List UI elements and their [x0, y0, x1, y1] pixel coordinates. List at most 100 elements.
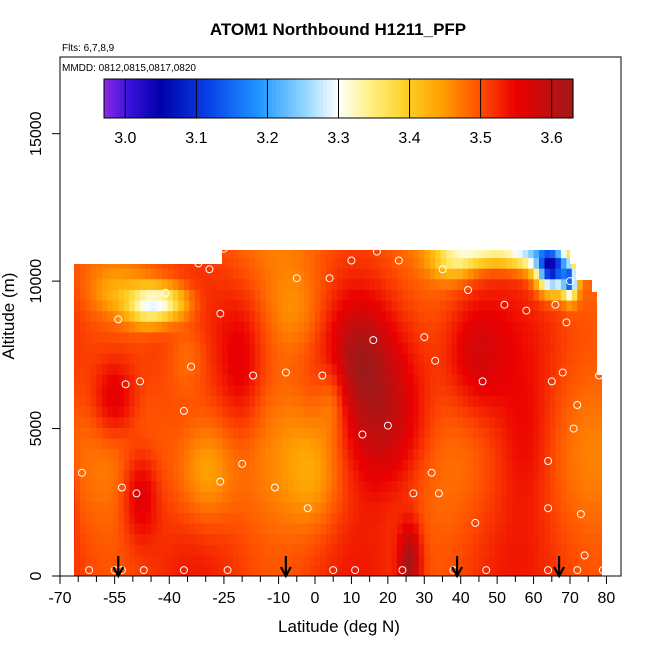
heatmap-cell	[457, 544, 464, 556]
heatmap-cell	[588, 469, 595, 481]
heatmap-cell	[118, 416, 125, 428]
heatmap-cell	[64, 491, 70, 502]
heatmap-cell	[227, 289, 234, 301]
heatmap-cell	[495, 268, 502, 280]
heatmap-cell	[528, 501, 535, 513]
colorbar-segment	[377, 79, 383, 118]
heatmap-cell	[375, 438, 382, 450]
heatmap-cell	[178, 544, 185, 556]
heatmap-cell	[364, 374, 371, 386]
heatmap-cell	[74, 321, 81, 333]
heatmap-cell	[74, 363, 76, 375]
heatmap-cell	[397, 395, 404, 407]
heatmap-cell	[588, 554, 595, 566]
heatmap-cell	[331, 342, 338, 354]
heatmap-cell	[156, 533, 163, 545]
heatmap-cell	[539, 533, 546, 545]
heatmap-cell	[462, 342, 469, 354]
heatmap-cell	[473, 438, 480, 450]
heatmap-cell	[271, 512, 278, 524]
heatmap-cell	[577, 406, 584, 418]
heatmap-cell	[555, 236, 561, 247]
heatmap-cell	[74, 501, 81, 513]
heatmap-cell	[605, 268, 611, 279]
heatmap-cell	[271, 257, 278, 269]
heatmap-cell	[309, 554, 316, 566]
heatmap-cell	[205, 427, 212, 439]
heatmap-cell	[391, 501, 398, 513]
heatmap-cell	[429, 300, 436, 312]
heatmap-cell	[336, 565, 343, 576]
sample-point	[117, 483, 126, 492]
heatmap-cell	[107, 363, 114, 375]
heatmap-cell	[407, 512, 414, 524]
heatmap-cell	[172, 331, 179, 343]
x-tick-label: -25	[212, 590, 235, 607]
heatmap-cell	[429, 374, 436, 386]
heatmap-cell	[74, 250, 76, 259]
heatmap-cell	[205, 250, 212, 259]
heatmap-cell	[85, 300, 92, 312]
heatmap-cell	[533, 395, 540, 407]
heatmap-cell	[244, 427, 251, 439]
sample-point	[394, 256, 403, 265]
heatmap-cell	[429, 459, 436, 471]
heatmap-cell	[276, 342, 283, 354]
heatmap-cell	[369, 363, 376, 375]
heatmap-cell	[358, 554, 365, 566]
heatmap-cell	[397, 438, 404, 450]
heatmap-cell	[397, 416, 404, 428]
heatmap-cell	[391, 469, 398, 481]
heatmap-cell	[123, 522, 130, 535]
heatmap-cell	[304, 289, 311, 301]
heatmap-cell	[276, 374, 283, 386]
sample-point	[409, 489, 418, 498]
heatmap-cell	[457, 268, 464, 280]
heatmap-cell	[489, 501, 496, 513]
heatmap-cell	[249, 331, 256, 343]
heatmap-cell	[254, 250, 261, 259]
heatmap-cell	[402, 257, 409, 269]
heatmap-cell	[599, 406, 602, 418]
colorbar-segment	[322, 79, 328, 118]
heatmap-cell	[129, 448, 136, 460]
heatmap-cell	[183, 427, 190, 439]
heatmap-cell	[380, 331, 387, 343]
heatmap-cell	[539, 353, 546, 365]
heatmap-cell	[386, 384, 393, 397]
heatmap-cell	[151, 554, 158, 566]
heatmap-cell	[112, 278, 119, 290]
heatmap-cell	[271, 236, 277, 247]
heatmap-cell	[478, 310, 485, 322]
heatmap-cell	[358, 480, 365, 492]
heatmap-cell	[140, 406, 147, 418]
heatmap-cell	[233, 384, 240, 397]
colorbar-segment	[307, 79, 312, 118]
sample-point	[522, 306, 531, 315]
heatmap-cell	[593, 268, 600, 280]
heatmap-cell	[183, 533, 190, 545]
heatmap-cell	[254, 416, 261, 428]
heatmap-cell	[451, 427, 458, 439]
heatmap-cell	[495, 544, 502, 556]
colorbar: 3.0 3.1 3.2 3.3 3.4 3.5 3.6	[103, 78, 574, 147]
heatmap-cell	[500, 363, 507, 375]
heatmap-cell	[112, 480, 119, 492]
heatmap-cell	[386, 544, 393, 556]
heatmap-cell	[386, 250, 393, 259]
heatmap-cell	[189, 250, 196, 259]
heatmap-cell	[167, 374, 174, 386]
heatmap-cell	[254, 278, 261, 290]
heatmap-cell	[107, 250, 114, 259]
heatmap-cell	[566, 480, 573, 492]
heatmap-cell	[211, 469, 218, 481]
colorbar-segment	[561, 79, 566, 118]
heatmap-cell	[276, 289, 283, 301]
heatmap-cell	[484, 554, 491, 566]
heatmap-cell	[265, 565, 272, 576]
heatmap-cell	[287, 363, 294, 375]
heatmap-cell	[605, 300, 611, 311]
heatmap-cell	[265, 353, 272, 365]
heatmap-cell	[369, 522, 376, 535]
heatmap-cell	[582, 321, 589, 333]
